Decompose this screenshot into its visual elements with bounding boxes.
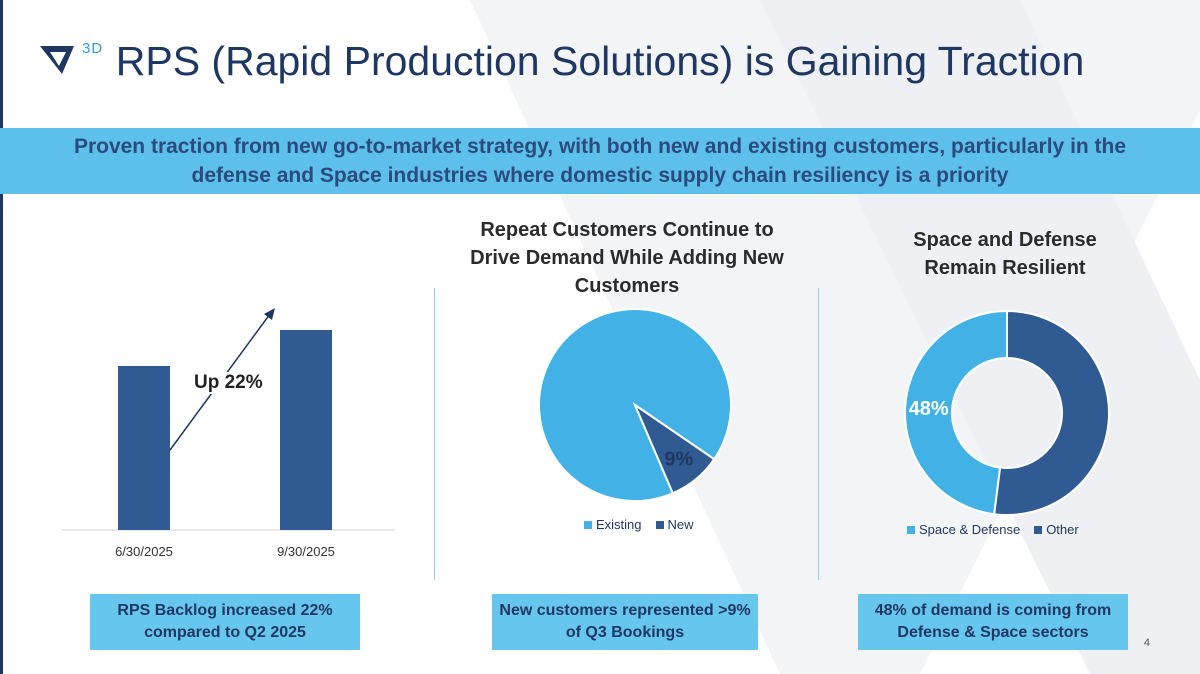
sectors-panel-title: Space and Defense Remain Resilient	[913, 229, 1097, 279]
legend-item-existing: Existing	[584, 517, 642, 532]
bar-2	[280, 330, 332, 530]
left-edge-stripe	[0, 0, 3, 674]
logo-text: 3D	[82, 40, 104, 57]
trend-arrow-head	[264, 308, 275, 320]
divider-right	[818, 288, 819, 580]
slice-space-defense	[904, 309, 1008, 516]
slice-new	[632, 402, 716, 495]
bar-tick-label: 6/30/2025	[115, 544, 173, 559]
customers-panel-title: Repeat Customers Continue to Drive Deman…	[470, 219, 784, 297]
sectors-callout: 48% of demand is coming from Defense & S…	[858, 594, 1128, 650]
divider-left	[434, 288, 435, 580]
page-number: 4	[1143, 637, 1150, 649]
slice-other	[993, 309, 1110, 516]
legend-item-space-defense: Space & Defense	[907, 522, 1020, 537]
bar-annotation: Up 22%	[192, 372, 265, 394]
banner-text: Proven traction from new go-to-market st…	[73, 135, 1127, 187]
backlog-callout: RPS Backlog increased 22% compared to Q2…	[90, 594, 360, 650]
slice-data-label: 48%	[909, 398, 949, 420]
headline-banner: Proven traction from new go-to-market st…	[0, 128, 1200, 194]
pie-legend: Existing New	[584, 517, 694, 532]
page-title: RPS (Rapid Production Solutions) is Gain…	[115, 38, 1085, 84]
legend-item-new: New	[655, 517, 694, 532]
slice-data-label: 9%	[664, 448, 693, 470]
legend-item-other: Other	[1034, 522, 1079, 537]
donut-legend: Space & Defense Other	[907, 522, 1079, 537]
bar-tick-label: 9/30/2025	[277, 544, 335, 559]
bar-1	[118, 366, 170, 530]
customers-callout: New customers represented >9% of Q3 Book…	[492, 594, 758, 650]
company-logo-icon	[40, 46, 74, 74]
